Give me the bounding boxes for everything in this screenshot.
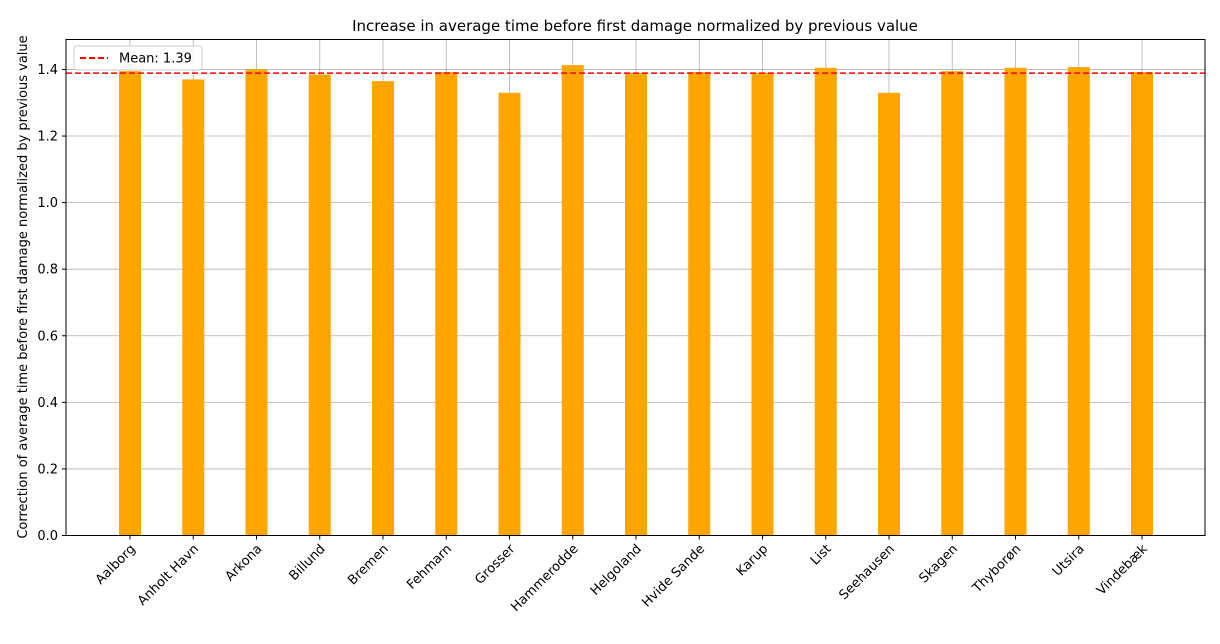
x-tick-label: Fehmarn bbox=[404, 542, 455, 593]
legend-mean-label: Mean: 1.39 bbox=[119, 52, 192, 67]
x-tick-label: Hvide Sande bbox=[639, 542, 708, 611]
bar bbox=[878, 92, 900, 536]
x-tick-label: Karup bbox=[734, 542, 772, 580]
x-tick-label: Aalborg bbox=[93, 542, 139, 588]
bar bbox=[435, 72, 458, 536]
x-tick-label: Bremen bbox=[345, 542, 392, 589]
x-tick-label: Helgoland bbox=[588, 542, 645, 599]
bar bbox=[688, 72, 711, 536]
y-axis-ticks: 0.0 0.2 0.4 0.6 0.8 1.0 1.2 1.4 bbox=[37, 63, 66, 544]
y-tick-label: 1.2 bbox=[37, 130, 58, 145]
bar bbox=[814, 67, 837, 536]
y-axis-label: Correction of average time before first … bbox=[16, 35, 31, 538]
y-tick-label: 0.8 bbox=[37, 263, 58, 278]
bar bbox=[245, 69, 268, 536]
x-tick-label: Skagen bbox=[917, 542, 962, 587]
bar bbox=[751, 72, 774, 536]
x-tick-label: Anholt Havn bbox=[135, 542, 202, 609]
bar bbox=[941, 71, 964, 536]
x-tick-label: Thyborøn bbox=[969, 542, 1024, 597]
y-tick-label: 1.0 bbox=[37, 196, 58, 211]
bar bbox=[625, 72, 647, 536]
x-tick-label: Arkona bbox=[223, 542, 266, 585]
chart-title: Increase in average time before first da… bbox=[352, 17, 918, 35]
y-tick-label: 0.0 bbox=[37, 529, 58, 544]
bar bbox=[498, 92, 521, 536]
bar bbox=[1131, 72, 1153, 536]
bar bbox=[308, 74, 331, 536]
bar bbox=[182, 79, 205, 536]
y-tick-label: 0.4 bbox=[37, 396, 58, 411]
y-tick-label: 1.4 bbox=[37, 63, 58, 78]
legend: Mean: 1.39 bbox=[73, 45, 203, 71]
bar bbox=[561, 65, 584, 536]
x-tick-label: Seehausen bbox=[837, 542, 898, 603]
y-tick-label: 0.2 bbox=[37, 462, 58, 477]
bar bbox=[119, 71, 141, 536]
bar bbox=[1004, 67, 1027, 536]
bar bbox=[1067, 67, 1090, 536]
x-tick-label: Grosser bbox=[472, 541, 518, 587]
bars bbox=[119, 65, 1153, 536]
x-tick-label: Billund bbox=[287, 542, 329, 584]
legend-box bbox=[73, 45, 203, 71]
x-tick-label: Utsira bbox=[1050, 542, 1088, 580]
x-tick-label: List bbox=[808, 542, 835, 569]
bar bbox=[372, 81, 394, 536]
y-tick-label: 0.6 bbox=[37, 329, 58, 344]
x-tick-label: Vindebæk bbox=[1094, 541, 1151, 598]
x-tick-label: Hammerodde bbox=[508, 542, 581, 615]
